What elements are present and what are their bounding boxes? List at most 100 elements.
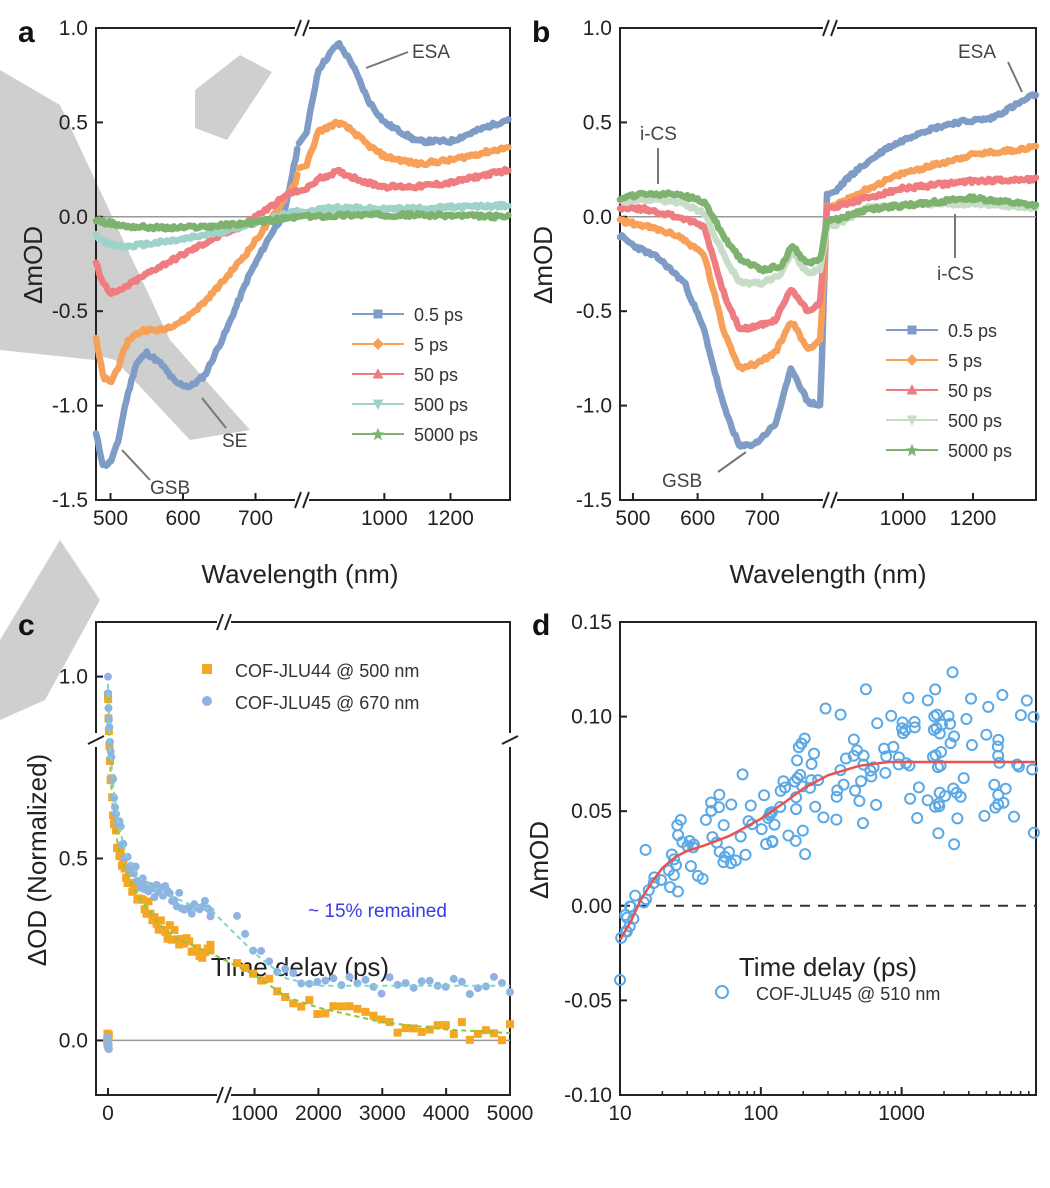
panel-d-label: d <box>532 609 550 642</box>
series-line-seg0 <box>92 186 301 298</box>
series-5-ps <box>616 142 1040 373</box>
panel-b-xlabel: Wavelength (nm) <box>730 559 927 589</box>
series-0.5-ps <box>616 91 1040 450</box>
data-point <box>774 800 787 813</box>
data-point <box>849 784 862 797</box>
data-point <box>273 987 282 996</box>
data-point <box>305 996 314 1005</box>
data-point <box>313 977 322 986</box>
data-point <box>329 1002 338 1011</box>
xtick-label: 1000 <box>361 507 408 530</box>
data-point <box>696 872 709 885</box>
data-point <box>265 974 274 983</box>
data-point <box>497 1036 506 1045</box>
legend-marker <box>907 325 917 335</box>
data-point <box>809 800 822 813</box>
data-point <box>138 895 147 904</box>
data-point <box>385 973 394 982</box>
data-point <box>879 766 892 779</box>
data-point <box>257 976 266 985</box>
series-cof-jlu45 <box>103 672 514 1054</box>
data-point <box>206 946 215 955</box>
data-point <box>929 683 942 696</box>
data-point <box>830 813 843 826</box>
data-point <box>122 873 131 882</box>
ytick-label: -1.5 <box>576 489 612 512</box>
data-point <box>441 1021 450 1030</box>
legend-marker <box>372 368 384 379</box>
data-point <box>473 1029 482 1038</box>
panel-b-annotation-esa: ESA <box>958 42 996 63</box>
panel-b-legend: 0.5 ps 5 ps 50 ps 500 ps 5000 ps <box>886 321 1012 461</box>
data-point <box>684 860 697 873</box>
xtick-label: 500 <box>93 507 128 530</box>
legend-marker <box>202 664 212 674</box>
ytick-label: -0.05 <box>564 989 612 1012</box>
data-point <box>744 799 757 812</box>
data-point <box>105 723 114 732</box>
data-point <box>481 1026 490 1035</box>
legend-marker <box>371 427 385 441</box>
legend-marker <box>202 696 212 706</box>
data-point <box>1027 710 1040 723</box>
data-point <box>624 900 637 913</box>
data-point <box>932 827 945 840</box>
legend-label: COF-JLU45 @ 510 nm <box>756 984 940 1004</box>
series-5000-ps <box>92 209 512 233</box>
legend-label: 5 ps <box>948 351 982 371</box>
series-line-seg1 <box>295 200 512 216</box>
data-point <box>152 919 161 928</box>
data-point <box>672 829 685 842</box>
data-point <box>198 953 207 962</box>
xtick-label: 4000 <box>423 1102 470 1125</box>
data-point <box>465 1035 474 1044</box>
data-point <box>903 759 916 772</box>
series-line-seg0 <box>616 190 831 450</box>
data-point <box>934 759 947 772</box>
data-point <box>1027 826 1040 839</box>
legend-marker <box>906 354 918 366</box>
series-line-seg0 <box>92 213 301 233</box>
panel-d-ylabel: ΔmOD <box>524 821 554 899</box>
data-point <box>175 888 184 897</box>
data-point <box>791 772 804 785</box>
data-point <box>241 929 250 938</box>
data-point <box>758 789 771 802</box>
ytick-label: -0.5 <box>52 300 88 323</box>
fit-line <box>107 683 510 987</box>
data-point <box>185 937 194 946</box>
ytick-label: 0.00 <box>571 895 612 918</box>
data-point <box>361 1007 370 1016</box>
series-50-ps <box>92 165 512 298</box>
data-point <box>233 959 242 968</box>
data-point <box>871 717 884 730</box>
data-point <box>206 912 215 921</box>
data-point <box>105 741 114 750</box>
data-point <box>506 1020 514 1029</box>
data-point <box>119 858 128 867</box>
ytick-label: 1.0 <box>59 666 88 689</box>
legend-label: 5000 ps <box>414 425 478 445</box>
data-point <box>457 1018 466 1027</box>
data-point <box>337 1002 346 1011</box>
series-50-ps <box>616 174 1040 333</box>
data-point <box>393 1028 402 1037</box>
ytick-label: 1.0 <box>583 17 612 40</box>
data-point <box>655 873 668 886</box>
panel-a-esa-arrow <box>365 51 409 69</box>
data-point <box>957 772 970 785</box>
data-point <box>465 990 474 999</box>
data-point <box>329 974 338 983</box>
legend-label: 5 ps <box>414 335 448 355</box>
data-point <box>935 745 948 758</box>
ytick-label: 0.5 <box>59 111 88 134</box>
data-point <box>904 792 917 805</box>
panel-b-annotation-ics-left: i-CS <box>640 124 677 145</box>
break-mark-top-2 <box>302 19 310 37</box>
data-point <box>441 982 450 991</box>
data-point <box>911 812 924 825</box>
data-point <box>699 813 712 826</box>
